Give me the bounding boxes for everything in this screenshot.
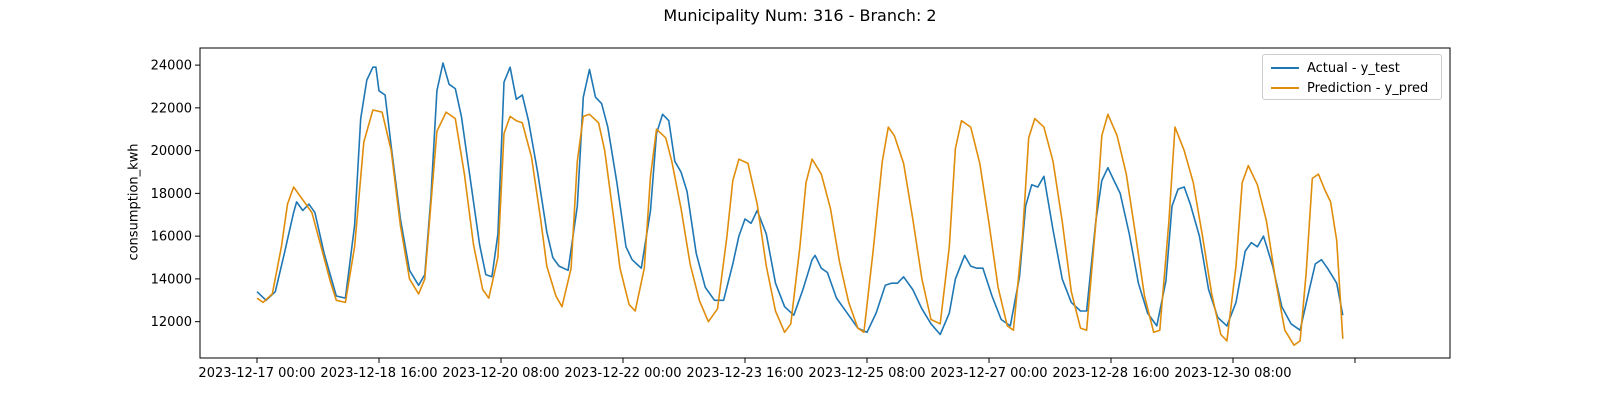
y-tick-label: 14000 bbox=[151, 272, 192, 287]
legend-swatch-actual bbox=[1271, 67, 1299, 69]
series-line-actual bbox=[256, 62, 1344, 336]
series-lines bbox=[256, 62, 1344, 346]
x-tick-label: 2023-12-27 00:00 bbox=[930, 366, 1047, 381]
y-tick-label: 24000 bbox=[151, 59, 192, 74]
y-tick-label: 20000 bbox=[151, 144, 192, 159]
legend-label-prediction: Prediction - y_pred bbox=[1307, 80, 1429, 96]
x-tick-label: 2023-12-18 16:00 bbox=[320, 366, 437, 381]
legend-label-actual: Actual - y_test bbox=[1307, 60, 1400, 76]
y-tick-label: 18000 bbox=[151, 187, 192, 202]
legend-item-actual: Actual - y_test bbox=[1271, 58, 1400, 78]
legend-swatch-prediction bbox=[1271, 87, 1299, 89]
x-tick-label: 2023-12-20 08:00 bbox=[442, 366, 559, 381]
legend: Actual - y_test Prediction - y_pred bbox=[1262, 54, 1442, 100]
x-tick-label: 2023-12-23 16:00 bbox=[686, 366, 803, 381]
x-tick-label: 2023-12-28 16:00 bbox=[1052, 366, 1169, 381]
x-tick-label: 2023-12-30 08:00 bbox=[1174, 366, 1291, 381]
y-tick-label: 12000 bbox=[151, 315, 192, 330]
x-tick-label: 2023-12-17 00:00 bbox=[198, 366, 315, 381]
x-axis-ticks: 2023-12-17 00:00 2023-12-18 16:00 2023-12-… bbox=[198, 358, 1356, 381]
x-tick-label: 2023-12-22 00:00 bbox=[564, 366, 681, 381]
x-tick-label: 2023-12-25 08:00 bbox=[808, 366, 925, 381]
y-tick-label: 22000 bbox=[151, 101, 192, 116]
chart-title: Municipality Num: 316 - Branch: 2 bbox=[663, 6, 937, 25]
series-line-prediction bbox=[256, 109, 1344, 346]
y-tick-label: 16000 bbox=[151, 230, 192, 245]
plot-frame bbox=[199, 47, 1451, 359]
legend-item-prediction: Prediction - y_pred bbox=[1271, 78, 1428, 98]
y-axis-ticks: 12000 14000 16000 18000 20000 22000 24000 bbox=[151, 59, 200, 330]
